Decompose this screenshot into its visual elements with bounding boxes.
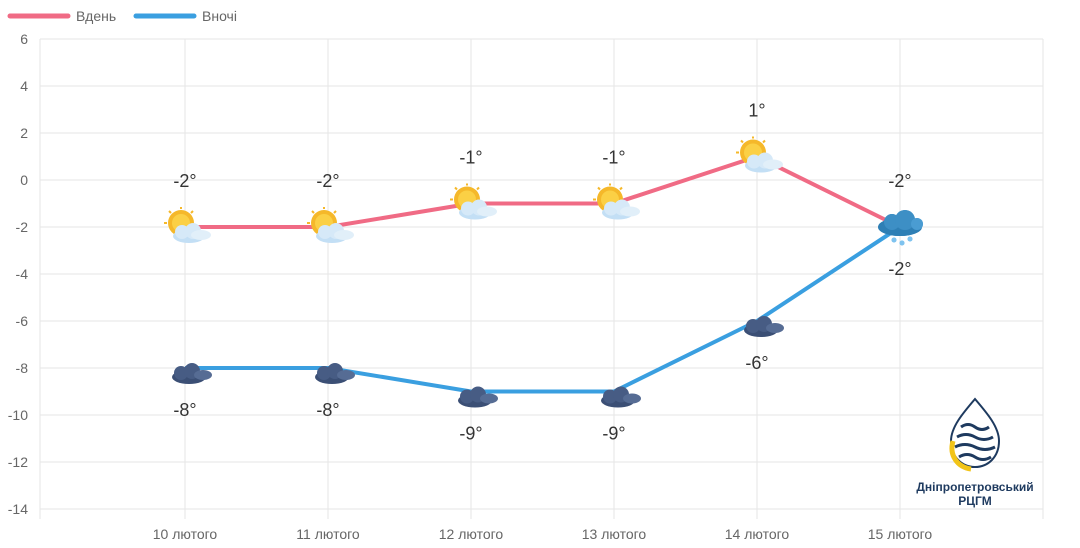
y-tick-label: -12	[8, 454, 28, 470]
logo-text-line1: Дніпропетровський	[916, 480, 1033, 494]
data-label-day: -2°	[888, 171, 911, 191]
y-tick-label: 4	[20, 78, 28, 94]
y-tick-label: -6	[16, 313, 29, 329]
data-label-night: -8°	[316, 400, 339, 420]
sun-cloud-icon	[735, 136, 784, 174]
data-labels: -2° -2° -1° -1° 1° -2° -8° -8° -9° -9° -6° -2°	[173, 101, 911, 444]
x-tick-label: 10 лютого	[153, 526, 218, 542]
sun-cloud-icon	[449, 183, 498, 221]
x-axis: 10 лютого 11 лютого 12 лютого 13 лютого 14 л…	[153, 526, 933, 542]
y-tick-label: -2	[16, 219, 29, 235]
chart-grid	[39, 38, 1044, 519]
data-label-night: -8°	[173, 400, 196, 420]
data-label-day: -2°	[173, 171, 196, 191]
legend-label-1: Вночі	[202, 8, 237, 24]
logo-emblem-icon	[949, 397, 1001, 472]
data-label-night: -9°	[459, 424, 482, 444]
x-tick-label: 14 лютого	[725, 526, 790, 542]
data-label-night: -2°	[888, 259, 911, 279]
y-tick-label: -4	[16, 266, 29, 282]
series-line-1	[185, 225, 902, 394]
x-tick-label: 12 лютого	[439, 526, 504, 542]
y-tick-label: -8	[16, 360, 29, 376]
y-tick-label: 0	[20, 172, 28, 188]
data-label-night: -6°	[745, 353, 768, 373]
data-label-night: -9°	[602, 424, 625, 444]
logo: Дніпропетровський РЦГМ	[916, 397, 1034, 508]
x-tick-label: 15 лютого	[868, 526, 933, 542]
sun-cloud-icon	[592, 183, 641, 221]
legend-label-0: Вдень	[76, 8, 116, 24]
chart-legend: Вдень Вночі	[7, 8, 237, 24]
sun-cloud-icon	[163, 207, 212, 244]
y-tick-label: -14	[8, 501, 28, 517]
y-tick-label: 6	[20, 31, 28, 47]
y-axis: 6 4 2 0 -2 -4 -6 -8 -10 -12 -14	[8, 31, 28, 517]
y-tick-label: 2	[20, 125, 28, 141]
data-label-day: -1°	[602, 148, 625, 168]
moon-cloud-icon	[315, 350, 355, 384]
data-label-day: -2°	[316, 171, 339, 191]
series-line-0	[185, 154, 901, 229]
y-tick-label: -10	[8, 407, 28, 423]
data-label-day: -1°	[459, 148, 482, 168]
logo-text-line2: РЦГМ	[958, 494, 992, 508]
data-label-day: 1°	[748, 101, 765, 121]
series-lines	[185, 154, 902, 394]
x-tick-label: 13 лютого	[582, 526, 647, 542]
moon-cloud-icon	[601, 373, 641, 408]
x-tick-label: 11 лютого	[296, 526, 360, 542]
